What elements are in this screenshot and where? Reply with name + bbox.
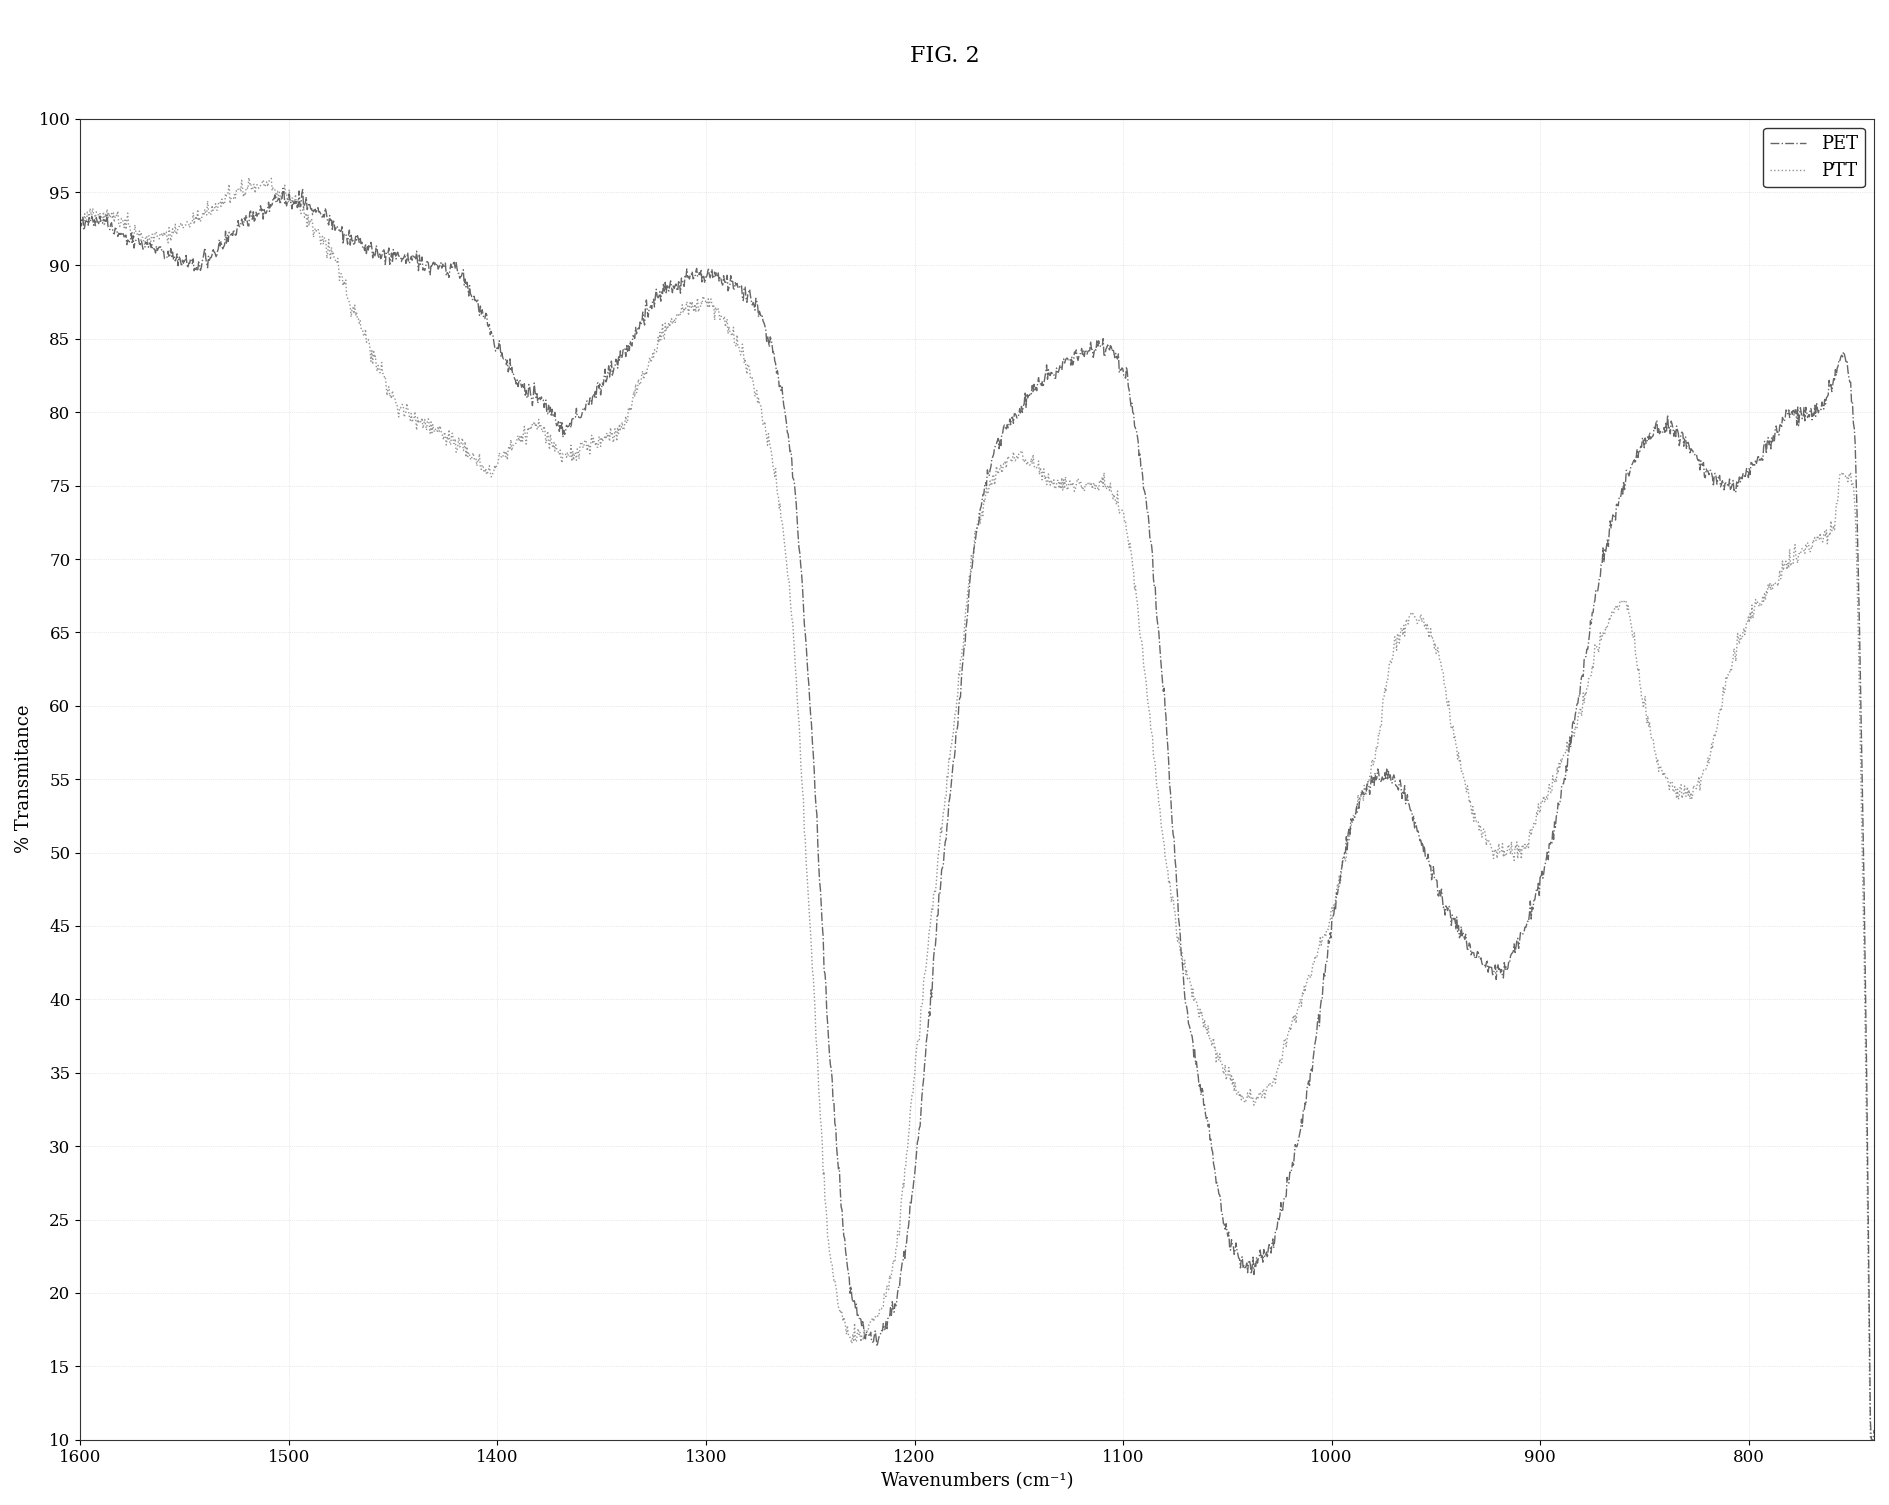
- Legend: PET, PTT: PET, PTT: [1762, 128, 1864, 187]
- PTT: [1863, 1436, 1885, 1454]
- PET: [893, 1237, 916, 1255]
- PTT: [161, 227, 183, 245]
- PTT: [1483, 849, 1506, 867]
- PTT: [943, 724, 965, 742]
- Y-axis label: % Transmitance: % Transmitance: [15, 704, 32, 853]
- PET: [161, 247, 183, 265]
- PET: [68, 211, 91, 229]
- PTT: [68, 214, 91, 232]
- PTT: [1812, 531, 1834, 549]
- X-axis label: Wavenumbers (cm⁻¹): Wavenumbers (cm⁻¹): [880, 1472, 1073, 1490]
- PTT: [238, 169, 261, 187]
- PET: [1863, 1421, 1885, 1439]
- PET: [1863, 1433, 1885, 1451]
- PET: [1812, 393, 1834, 411]
- PET: [943, 752, 965, 771]
- PTT: [1812, 533, 1834, 551]
- PET: [1812, 397, 1834, 415]
- Line: PTT: PTT: [79, 178, 1874, 1445]
- PET: [272, 179, 295, 197]
- Text: FIG. 2: FIG. 2: [910, 45, 979, 68]
- Line: PET: PET: [79, 188, 1874, 1442]
- PET: [1483, 965, 1506, 983]
- PTT: [893, 1157, 916, 1175]
